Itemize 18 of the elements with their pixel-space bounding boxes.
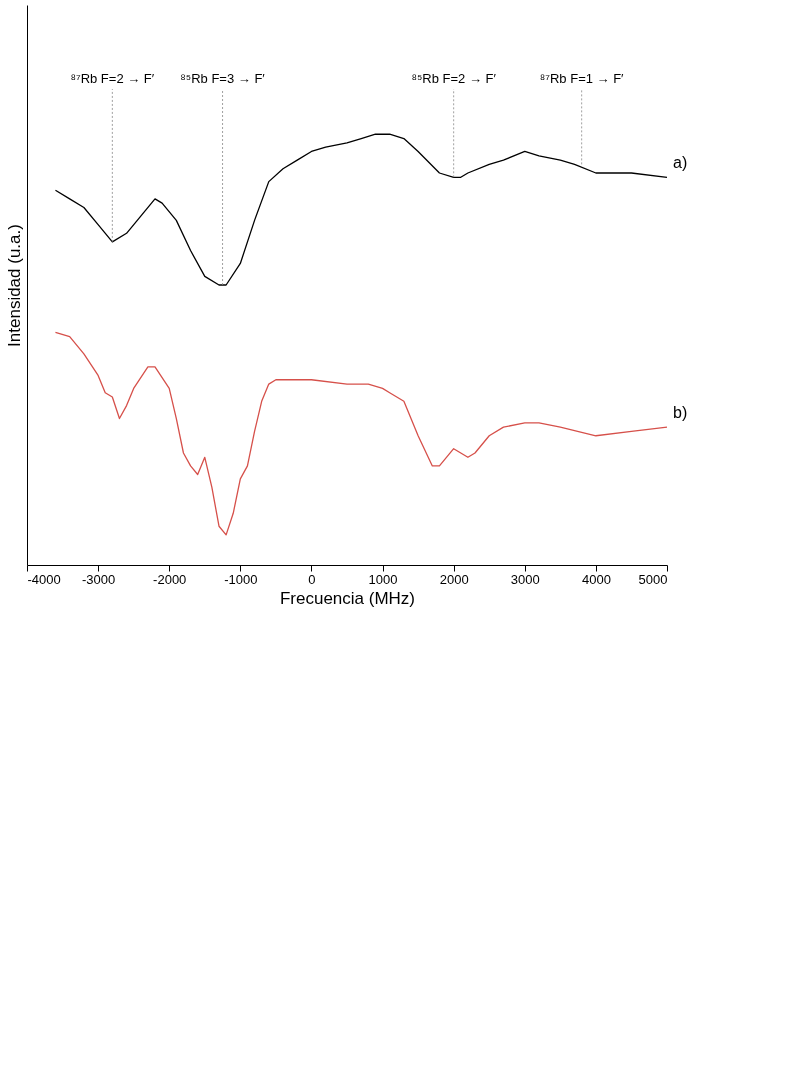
x-axis-title: Frecuencia (MHz): [279, 588, 416, 608]
annotation: ⁸⁷Rb F=2 → F′: [70, 71, 155, 86]
annotation: ⁸⁷Rb F=1 → F′: [539, 71, 625, 86]
x-tick-label: 1000: [368, 571, 398, 587]
x-tick-label: -3000: [81, 571, 116, 587]
y-axis-title: Intensidad (u.a.): [4, 224, 24, 347]
x-tick-label: 3000: [510, 571, 540, 587]
series-label: b): [673, 404, 688, 422]
x-tick-label: 4000: [581, 571, 611, 587]
x-tick-label: -2000: [153, 571, 187, 587]
x-tick-label: 5000: [638, 571, 668, 587]
x-tick-label: -1000: [224, 571, 258, 587]
x-tick-label: 0: [308, 571, 316, 587]
annotation: ⁸⁵Rb F=2 → F′: [411, 71, 497, 86]
x-tick-label: -4000: [27, 571, 61, 587]
series-label: a): [673, 154, 688, 172]
annotation: ⁸⁵Rb F=3 → F′: [180, 71, 266, 86]
x-tick-label: 2000: [439, 571, 469, 587]
